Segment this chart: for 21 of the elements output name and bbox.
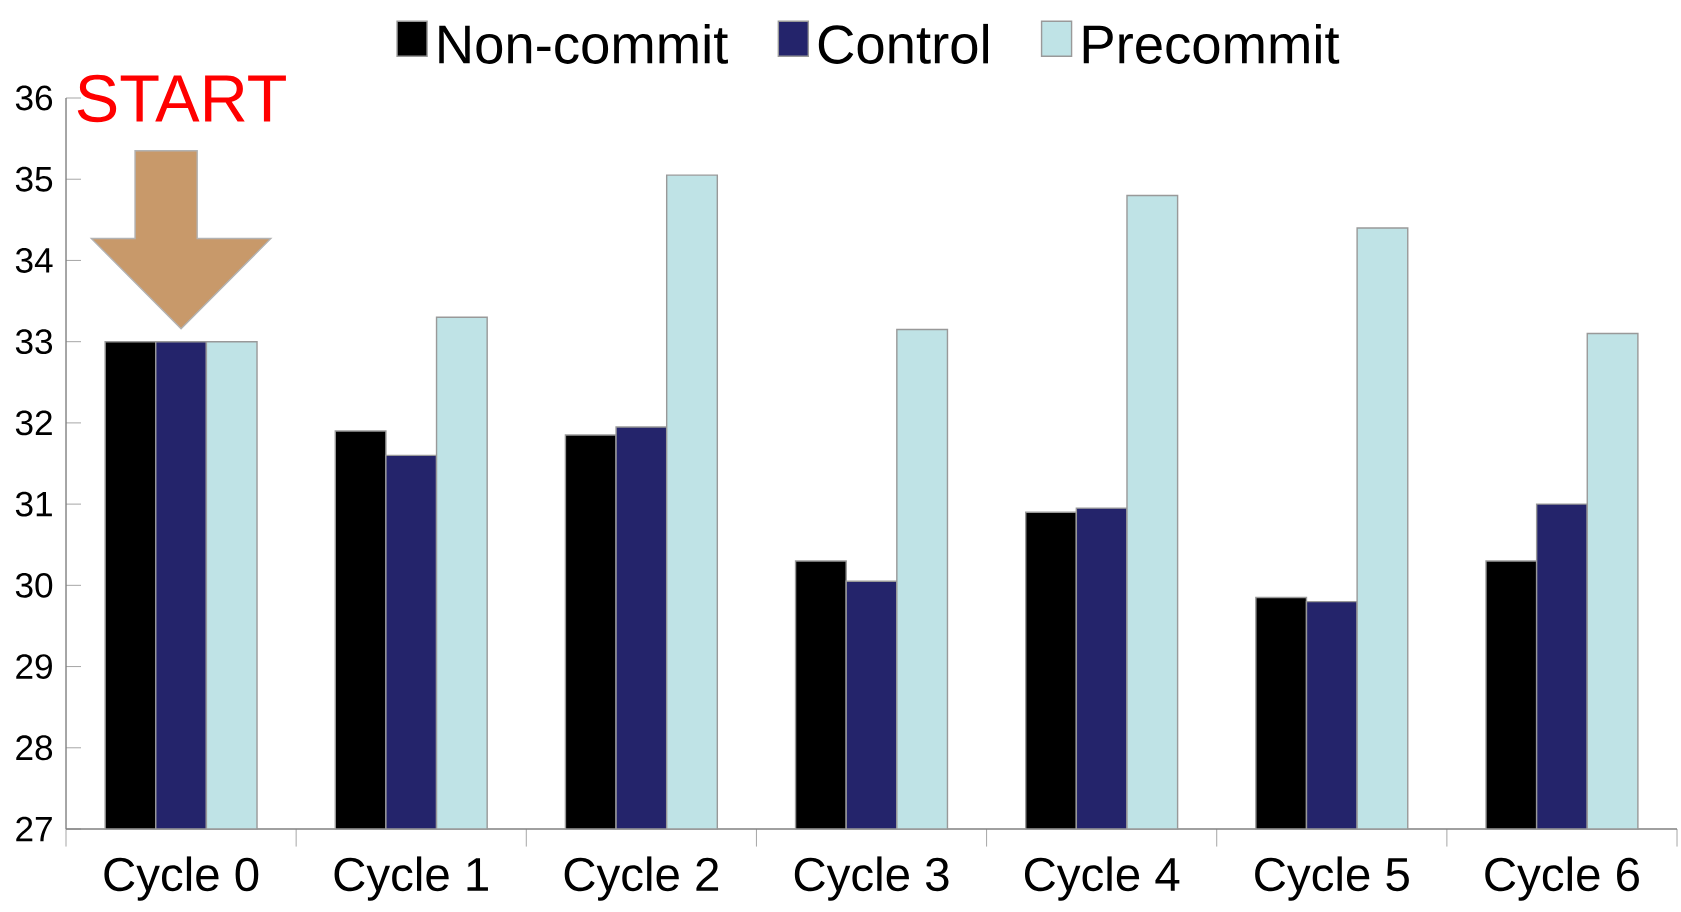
x-tick-label: Cycle 0	[104, 856, 259, 901]
y-tick-label: 30	[15, 572, 53, 598]
x-tick-label: Cycle 5	[1255, 856, 1409, 901]
y-tick-label: 28	[16, 735, 53, 761]
y-tick-label: 34	[15, 247, 53, 273]
x-tick-label: Cycle 3	[794, 856, 949, 901]
y-tick-label: 31	[15, 491, 52, 517]
y-tick-label: 36	[15, 85, 53, 111]
legend-label: Non-commit	[439, 23, 728, 64]
legend-label: Precommit	[1083, 23, 1340, 64]
y-tick-label: 27	[16, 816, 52, 842]
y-tick-label: 33	[15, 329, 53, 354]
x-tick-label: Cycle 2	[564, 856, 719, 901]
x-tick-label: Cycle 6	[1485, 856, 1639, 901]
annotation: START	[77, 74, 286, 122]
x-tick-label: Cycle 4	[1024, 856, 1180, 901]
x-tick-label: Cycle 1	[334, 856, 488, 901]
y-tick-label: 32	[15, 410, 52, 436]
y-tick-label: 35	[15, 166, 53, 192]
y-tick-label: 29	[16, 653, 52, 679]
legend-label: Control	[818, 23, 988, 64]
